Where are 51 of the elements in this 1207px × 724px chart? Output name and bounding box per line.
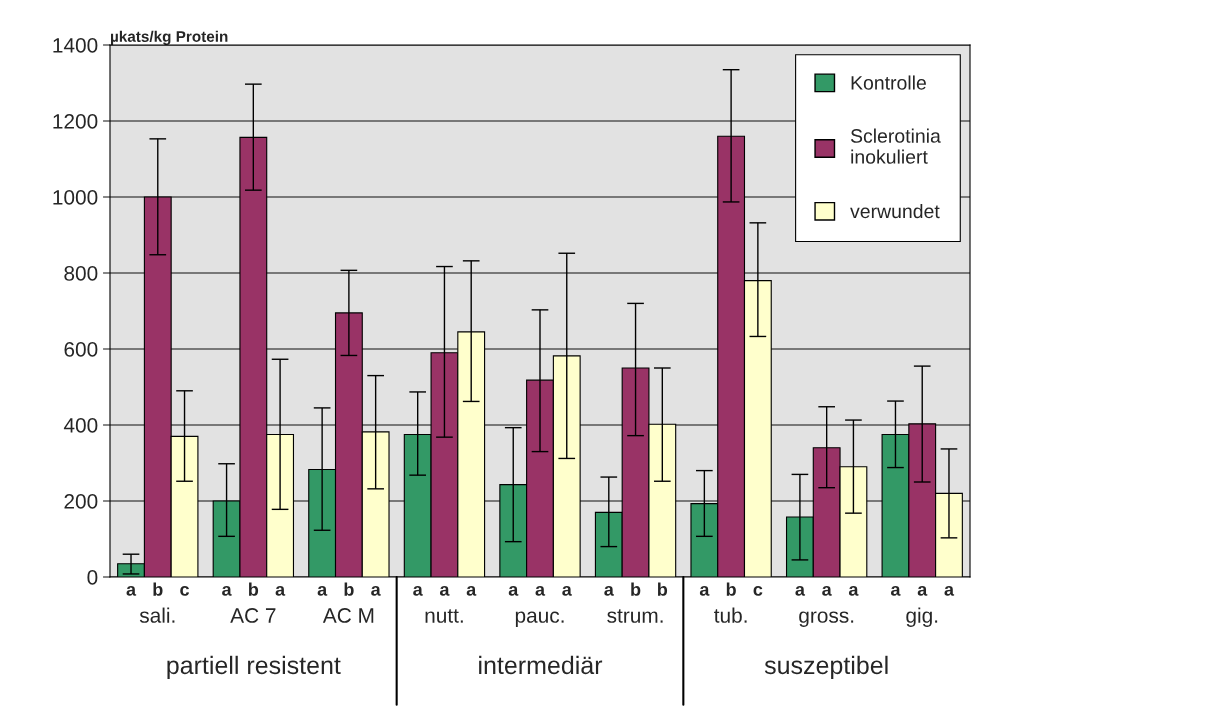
x-tick-label: AC 7 (230, 608, 276, 623)
annotation: a (126, 585, 137, 596)
x-tick-label: AC M (322, 608, 374, 623)
annotation: a (439, 585, 450, 596)
text: partiell resistent (167, 655, 341, 680)
x-tick-label: pauc. (515, 611, 564, 627)
annotation: b (249, 582, 259, 596)
annotation: a (371, 585, 381, 596)
x-tick-label: strum. (607, 609, 663, 623)
y-tick-label: 200 (64, 494, 98, 509)
annotation: b (657, 582, 668, 596)
annotation: c (753, 585, 763, 596)
y-tick-label: 600 (64, 342, 98, 357)
legend-label: verwundet (850, 203, 940, 219)
x-tick-label: tub. (714, 607, 747, 623)
annotation: a (822, 585, 832, 596)
annotation: b (726, 582, 736, 596)
annotation: a (917, 585, 928, 596)
text: suszeptibel (764, 655, 888, 680)
legend-label: Sclerotinia inokuliert (850, 128, 941, 164)
annotation: a (944, 585, 955, 596)
annotation: a (275, 585, 286, 596)
y-tick-label: 1000 (53, 190, 98, 205)
annotation: a (795, 585, 806, 596)
x-tick-label: gross. (799, 611, 854, 627)
annotation: a (535, 585, 546, 596)
annotation: a (222, 585, 232, 596)
x-tick-label: nutt. (425, 609, 463, 623)
y-tick-label: 400 (63, 418, 98, 433)
annotation: b (344, 582, 354, 596)
y-tick-label: 0 (87, 570, 98, 585)
y-tick-label: 800 (64, 266, 98, 281)
annotation: a (604, 585, 614, 596)
annotation: a (699, 585, 710, 596)
annotation: a (562, 585, 572, 596)
legend-label: Kontrolle (851, 75, 926, 90)
x-tick-label: sali. (139, 607, 175, 623)
y-tick-label: 1400 (53, 38, 98, 53)
annotation: a (890, 585, 901, 596)
annotation: b (153, 582, 163, 596)
annotation: a (508, 585, 519, 596)
annotation: b (631, 582, 641, 596)
annotation: a (317, 585, 328, 596)
x-tick-label: gig. (906, 607, 938, 627)
text: intermediär (479, 655, 603, 675)
annotation: c (180, 585, 190, 596)
annotation: a (466, 585, 477, 596)
y-tick-label: 1200 (53, 114, 98, 129)
annotation: a (848, 585, 859, 596)
y-axis-title: µkats/kg Protein (111, 30, 228, 45)
annotation: a (413, 585, 423, 596)
